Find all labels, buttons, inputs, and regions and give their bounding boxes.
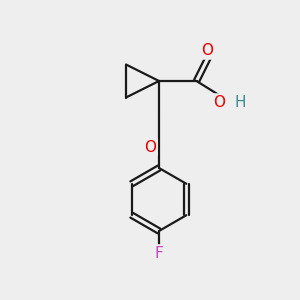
Text: O: O (144, 140, 156, 154)
Text: O: O (213, 95, 225, 110)
Text: F: F (154, 246, 164, 261)
Text: O: O (201, 43, 213, 58)
Text: H: H (234, 95, 246, 110)
